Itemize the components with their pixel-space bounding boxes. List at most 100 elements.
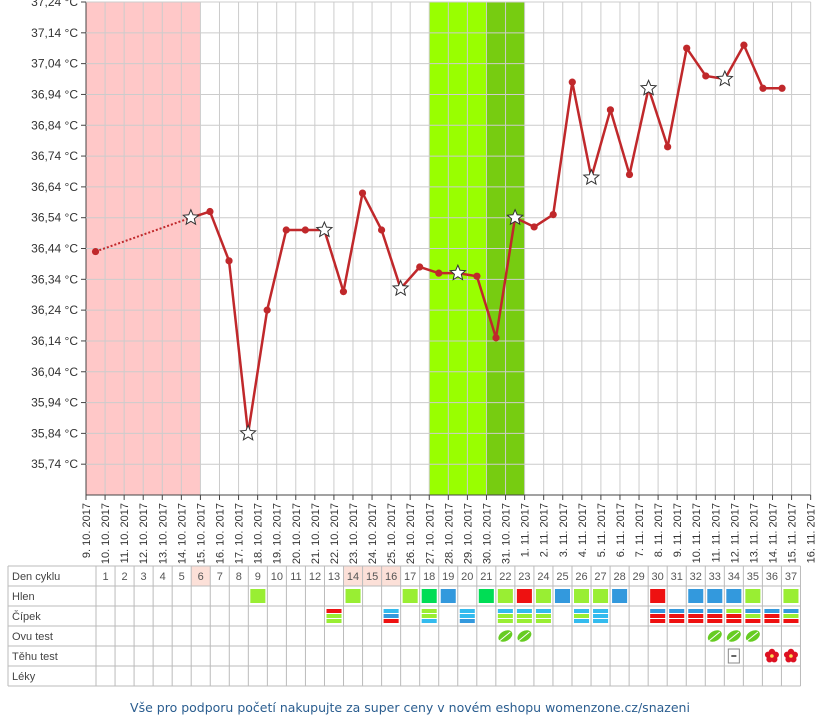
- x-tick-label: 2. 11. 2017: [539, 503, 551, 557]
- y-tick-label: 37,04 °C: [31, 57, 78, 71]
- leaf-icon: [745, 630, 760, 642]
- x-tick-label: 13. 11. 2017: [748, 503, 760, 563]
- temperature-point: [778, 84, 786, 92]
- cycle-day-number: 5: [179, 571, 185, 583]
- temperature-star-point: [239, 424, 257, 441]
- temperature-segment: [380, 229, 402, 289]
- temperature-point: [549, 211, 557, 219]
- flower-icon-center: [770, 654, 774, 658]
- cycle-day-number: 14: [347, 571, 359, 583]
- cipek-stripe: [707, 619, 723, 623]
- x-tick-label: 4. 11. 2017: [577, 503, 589, 557]
- hlen-marker: [593, 589, 609, 603]
- x-tick-label: 25. 10. 2017: [386, 503, 398, 564]
- cipek-stripe: [688, 614, 704, 618]
- temperature-point: [416, 263, 424, 271]
- x-tick-label: 27. 10. 2017: [424, 503, 436, 564]
- x-tick-label: 14. 10. 2017: [176, 503, 188, 564]
- x-tick-label: 6. 11. 2017: [615, 503, 627, 557]
- cycle-day-number: 37: [785, 571, 797, 583]
- cipek-stripe: [421, 619, 437, 623]
- cycle-day-number: 23: [518, 571, 530, 583]
- cipek-stripe: [497, 614, 513, 618]
- temperature-star-point: [449, 263, 467, 281]
- temperature-point: [339, 288, 348, 296]
- leaf-icon-vein: [708, 631, 721, 642]
- y-tick-label: 35,74 °C: [31, 457, 78, 471]
- cipek-stripe: [593, 609, 609, 613]
- x-tick-label: 8. 11. 2017: [653, 503, 665, 557]
- temperature-segment: [208, 211, 231, 262]
- y-tick-label: 37,24 °C: [31, 0, 78, 9]
- cycle-day-number: 35: [747, 571, 759, 583]
- cycle-day-number: 21: [480, 571, 492, 583]
- temperature-point: [683, 44, 691, 52]
- hlen-marker: [726, 589, 742, 603]
- temperature-point: [301, 226, 309, 234]
- cipek-stripe: [326, 609, 342, 613]
- cycle-day-number: 32: [690, 571, 702, 583]
- y-tick-label: 37,14 °C: [31, 26, 78, 40]
- cycle-day-number: 24: [537, 571, 549, 583]
- x-tick-label: 9. 11. 2017: [672, 503, 684, 557]
- cycle-day-number: 26: [575, 571, 587, 583]
- x-tick-label: 23. 10. 2017: [348, 503, 360, 564]
- temperature-point: [435, 269, 443, 277]
- x-tick-label: 16. 10. 2017: [214, 503, 226, 564]
- table-row-label: Léky: [12, 671, 36, 683]
- table-row-label: Den cyklu: [12, 571, 60, 583]
- hlen-marker: [745, 589, 761, 603]
- cipek-stripe: [650, 614, 666, 618]
- temperature-point: [759, 84, 767, 92]
- x-tick-label: 11. 11. 2017: [710, 503, 722, 563]
- temperature-segment: [246, 309, 269, 434]
- temperature-segment: [647, 87, 669, 148]
- flower-icon: [783, 648, 798, 663]
- footer-promo-link[interactable]: Vše pro podporu početí nakupujte za supe…: [130, 700, 690, 715]
- x-tick-label: 31. 10. 2017: [501, 503, 513, 564]
- cipek-stripe: [669, 609, 685, 613]
- hlen-marker: [497, 589, 513, 603]
- cycle-day-number: 31: [671, 571, 683, 583]
- cycle-day-number: 34: [728, 571, 740, 583]
- hlen-marker: [535, 589, 551, 603]
- temperature-point: [740, 41, 748, 49]
- x-tick-label: 20. 10. 2017: [291, 503, 303, 564]
- cipek-stripe: [593, 619, 609, 623]
- y-tick-label: 36,24 °C: [31, 303, 78, 317]
- temperature-star-point: [716, 69, 734, 87]
- temperature-point: [358, 189, 367, 197]
- cycle-day-number: 4: [160, 571, 166, 583]
- cycle-day-number: 1: [102, 571, 108, 583]
- x-tick-label: 9. 10. 2017: [81, 503, 93, 558]
- cipek-stripe: [669, 614, 685, 618]
- cycle-day-number: 12: [309, 571, 321, 583]
- cipek-stripe: [326, 614, 342, 618]
- temperature-point: [702, 72, 710, 80]
- hlen-marker: [345, 589, 361, 603]
- x-tick-label: 18. 10. 2017: [253, 503, 265, 564]
- cycle-day-number: 19: [442, 571, 454, 583]
- hlen-marker: [516, 589, 532, 603]
- cipek-stripe: [574, 619, 590, 623]
- temperature-segment: [475, 275, 498, 339]
- cipek-stripe: [745, 619, 761, 623]
- temperature-point: [568, 78, 576, 86]
- temperature-segment: [628, 88, 650, 175]
- y-tick-label: 36,34 °C: [31, 272, 78, 286]
- cipek-stripe: [745, 609, 761, 613]
- y-tick-label: 35,94 °C: [31, 396, 78, 410]
- cipek-stripe: [783, 614, 799, 618]
- flower-icon-petal: [783, 651, 791, 658]
- flower-icon-petal: [790, 656, 797, 663]
- x-tick-label: 21. 10. 2017: [310, 503, 322, 564]
- x-tick-label: 17. 10. 2017: [234, 503, 246, 564]
- table-row-label: Těhu test: [12, 651, 58, 663]
- cipek-stripe: [535, 609, 551, 613]
- x-tick-label: 5. 11. 2017: [596, 503, 608, 557]
- temperature-segment: [742, 44, 765, 89]
- table-row-label: Čípek: [12, 610, 41, 623]
- x-tick-label: 22. 10. 2017: [329, 503, 341, 564]
- cycle-day-number: 22: [499, 571, 511, 583]
- x-tick-label: 12. 11. 2017: [729, 503, 741, 563]
